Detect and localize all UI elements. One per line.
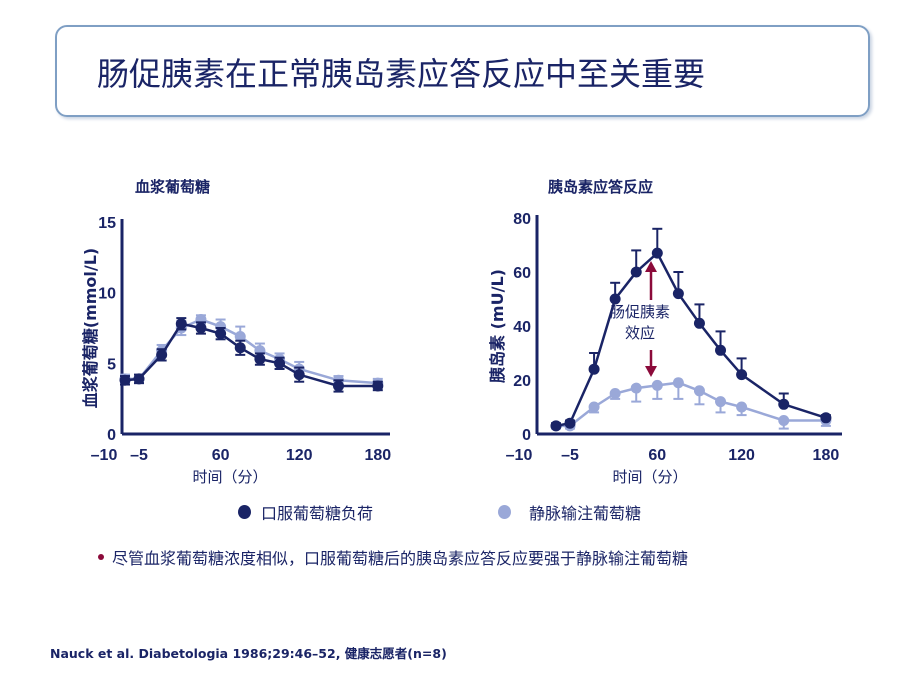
series-iv: [550, 377, 832, 432]
y-tick-label: 0: [107, 427, 116, 444]
x-tick-label: 180: [813, 447, 840, 464]
data-point: [651, 379, 663, 391]
legend-oral-label: 口服葡萄糖负荷: [261, 504, 374, 523]
data-point: [736, 369, 748, 381]
y-tick-label: 5: [107, 356, 116, 373]
bullet-point: 尽管血浆葡萄糖浓度相似，口服葡萄糖后的胰岛素应答反应要强于静脉输注葡萄糖: [98, 545, 688, 569]
title-box: 肠促胰素在正常胰岛素应答反应中至关重要: [55, 25, 870, 117]
data-point: [715, 344, 727, 356]
annotation-line1: 肠促胰素: [610, 303, 671, 321]
x-axis-label: 时间（分）: [612, 468, 687, 486]
legend-iv: 静脉输注葡萄糖: [498, 500, 641, 524]
arrow-up-icon: [645, 261, 657, 272]
y-tick-label: 20: [513, 373, 531, 390]
data-point: [609, 388, 621, 399]
x-tick-label: 60: [212, 447, 230, 464]
chart-1: 0 20 40 60 80 –10 –5 60 120 180 时间（分） 胰岛素 (mU/L): [488, 211, 842, 486]
data-point: [778, 415, 790, 426]
insulin-chart-title: 胰岛素应答反应: [548, 178, 654, 196]
y-tick-label: 10: [98, 286, 116, 303]
data-point: [175, 318, 187, 330]
data-point: [588, 363, 600, 375]
incretin-effect-annotation: 肠促胰素 效应: [610, 302, 670, 344]
x-tick-label: 120: [728, 447, 755, 464]
x-tick-label: –10: [91, 447, 118, 464]
data-point: [609, 293, 621, 305]
data-point: [693, 385, 705, 397]
legend-oral: 口服葡萄糖负荷: [238, 500, 373, 524]
x-tick-label: 120: [286, 447, 313, 464]
series-oral: [119, 317, 384, 393]
data-point: [254, 353, 266, 365]
series-line: [555, 251, 827, 428]
data-point: [119, 374, 131, 386]
data-point: [672, 288, 684, 300]
data-point: [564, 417, 576, 429]
bullet-icon: [98, 554, 104, 560]
x-tick-label: –10: [506, 447, 533, 464]
x-axis-label: 时间（分）: [192, 468, 267, 486]
series-line: [124, 322, 378, 388]
page-title: 肠促胰素在正常胰岛素应答反应中至关重要: [97, 55, 706, 93]
data-point: [293, 369, 305, 381]
data-point: [550, 420, 562, 432]
data-point: [630, 382, 642, 394]
data-point: [588, 401, 600, 413]
data-point: [372, 380, 384, 392]
y-axis-label: 血浆葡萄糖(mmol/L): [81, 248, 100, 409]
y-tick-label: 80: [513, 211, 531, 228]
chart-0: 0 5 10 15 –10 –5 60 120 180 时间（分） 血浆葡萄糖(mmol/L): [81, 215, 391, 486]
data-point: [215, 328, 227, 340]
y-axis-label: 胰岛素 (mU/L): [488, 269, 507, 383]
data-point: [195, 322, 207, 334]
series-oral: [550, 227, 832, 432]
data-point: [672, 377, 684, 389]
data-point: [156, 349, 168, 361]
bullet-text: 尽管血浆葡萄糖浓度相似，口服葡萄糖后的胰岛素应答反应要强于静脉输注葡萄糖: [112, 549, 689, 568]
data-point: [133, 373, 145, 385]
x-tick-label: –5: [130, 447, 148, 464]
data-point: [234, 330, 246, 342]
legend-iv-marker: [498, 505, 511, 519]
data-point: [274, 357, 286, 369]
data-point: [693, 317, 705, 329]
x-tick-label: –5: [561, 447, 579, 464]
data-point: [630, 266, 642, 278]
legend-iv-label: 静脉输注葡萄糖: [529, 504, 642, 523]
data-point: [651, 247, 663, 259]
arrow-down-icon: [645, 366, 657, 377]
y-tick-label: 40: [513, 319, 531, 336]
data-point: [234, 342, 246, 354]
legend-oral-marker: [238, 505, 251, 519]
data-point: [715, 396, 727, 408]
data-point: [778, 398, 790, 410]
data-point: [333, 380, 344, 392]
y-tick-label: 0: [522, 427, 531, 444]
data-point: [736, 401, 748, 413]
data-point: [820, 412, 832, 424]
x-tick-label: 180: [364, 447, 391, 464]
glucose-chart-title: 血浆葡萄糖: [135, 178, 211, 196]
x-tick-label: 60: [648, 447, 666, 464]
y-tick-label: 60: [513, 265, 531, 282]
y-tick-label: 15: [98, 215, 116, 232]
annotation-line2: 效应: [625, 324, 656, 342]
citation: Nauck et al. Diabetologia 1986;29:46–52,…: [50, 646, 447, 661]
